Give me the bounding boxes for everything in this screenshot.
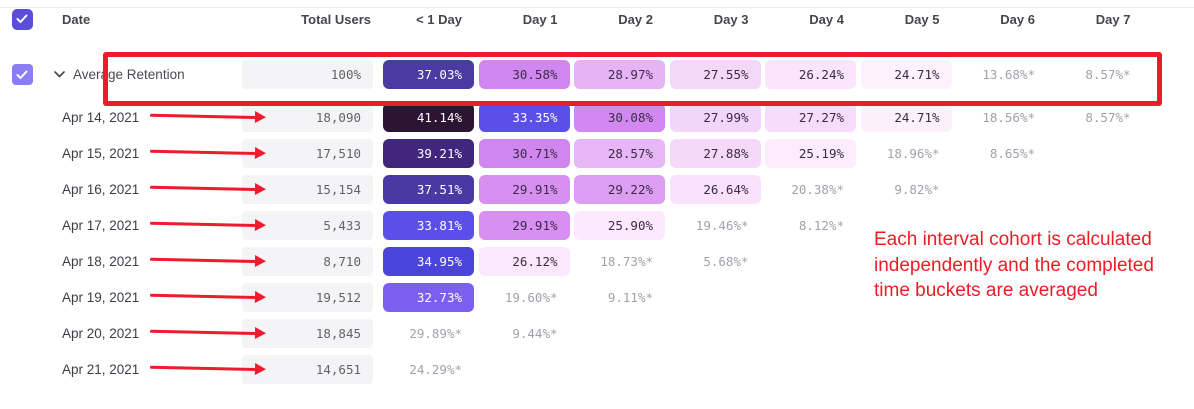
divider (0, 7, 1194, 8)
cohort-row[interactable]: Apr 14, 2021 18,090 41.14% 33.35% 30.08% 27.9… (0, 103, 1194, 132)
retention-cell[interactable]: 29.22% (574, 175, 665, 204)
column-header-date[interactable]: Date (62, 11, 91, 27)
average-retention-label: Average Retention (73, 67, 185, 82)
cohort-date: Apr 14, 2021 (62, 110, 140, 125)
retention-cell[interactable]: 18.56%* (982, 110, 1035, 125)
retention-cell[interactable]: 18.96%* (886, 146, 940, 161)
column-header-day-1[interactable]: Day 1 (522, 11, 558, 27)
retention-cell[interactable]: 28.57% (574, 139, 665, 168)
retention-cell[interactable]: 29.91% (478, 211, 570, 240)
retention-cell[interactable]: 29.89%* (409, 326, 462, 341)
cohort-date: Apr 17, 2021 (62, 218, 140, 233)
column-header-day-7[interactable]: Day 7 (1095, 11, 1131, 27)
retention-cell[interactable]: 30.58% (478, 60, 570, 89)
retention-cell[interactable]: 9.82%* (894, 182, 940, 197)
select-all-checkbox[interactable] (11, 8, 33, 30)
retention-cell[interactable]: 8.65%* (989, 146, 1035, 161)
cohort-row[interactable]: Apr 20, 2021 18,845 29.89%* 9.44%* (0, 319, 1194, 348)
column-header-day-5[interactable]: Day 5 (904, 11, 940, 27)
retention-cell[interactable]: 24.71% (860, 60, 952, 89)
retention-cell[interactable]: 28.97% (574, 60, 665, 89)
annotation-note: Each interval cohort is calculated indep… (874, 229, 1154, 301)
cohort-row[interactable]: Apr 17, 2021 5,433 33.81% 29.91% 25.90% 19.46… (0, 211, 1194, 240)
total-users-cell: 5,433 (242, 211, 373, 240)
retention-cell[interactable]: 33.81% (383, 211, 474, 240)
retention-cell[interactable]: 19.60%* (504, 290, 558, 305)
retention-cell[interactable]: 26.24% (765, 60, 856, 89)
column-header-day-2[interactable]: Day 2 (618, 11, 653, 27)
retention-cell[interactable]: 29.91% (478, 175, 570, 204)
cohort-row[interactable]: Apr 18, 2021 8,710 34.95% 26.12% 18.73%* 5.68… (0, 247, 1194, 276)
retention-cell[interactable]: 27.55% (669, 60, 761, 89)
column-header-day-6[interactable]: Day 6 (1000, 11, 1035, 27)
retention-cell[interactable]: 25.19% (765, 139, 856, 168)
retention-cell[interactable]: 32.73% (383, 283, 474, 312)
total-users-cell: 18,845 (242, 319, 373, 348)
retention-cell[interactable]: 39.21% (383, 139, 474, 168)
retention-cell[interactable]: 20.38%* (791, 182, 844, 197)
column-header-total-users[interactable]: Total Users (301, 11, 371, 27)
cohort-date: Apr 16, 2021 (62, 182, 140, 197)
retention-cell[interactable]: 19.46%* (695, 218, 749, 233)
retention-cell[interactable]: 8.57%* (1085, 67, 1131, 82)
cohort-date: Apr 20, 2021 (62, 326, 140, 341)
retention-cell[interactable]: 41.14% (383, 103, 474, 132)
average-retention-row[interactable]: Average Retention 100% 37.03% 30.58% 28.97… (0, 60, 1194, 89)
retention-cell[interactable]: 37.51% (383, 175, 474, 204)
total-users-cell: 14,651 (242, 355, 373, 384)
total-users-cell: 19,512 (242, 283, 373, 312)
retention-cell[interactable]: 34.95% (383, 247, 474, 276)
retention-cell[interactable]: 27.88% (669, 139, 761, 168)
column-header-day-3[interactable]: Day 3 (713, 11, 749, 27)
total-users-cell: 15,154 (242, 175, 373, 204)
cohort-row[interactable]: Apr 21, 2021 14,651 24.29%* (0, 355, 1194, 384)
column-header-day-4[interactable]: Day 4 (809, 11, 844, 27)
retention-cell[interactable]: 24.71% (860, 103, 952, 132)
retention-cell[interactable]: 24.29%* (409, 362, 462, 377)
table-header: Date Total Users < 1 Day Day 1 Day 2 Day… (0, 8, 1194, 30)
cohort-date: Apr 18, 2021 (62, 254, 140, 269)
cohort-rows: Apr 14, 2021 18,090 41.14% 33.35% 30.08% 27.9… (0, 103, 1194, 384)
retention-cell[interactable]: 27.27% (765, 103, 856, 132)
cohort-date: Apr 19, 2021 (62, 290, 140, 305)
retention-cell[interactable]: 9.44%* (512, 326, 558, 341)
cohort-date: Apr 15, 2021 (62, 146, 140, 161)
total-users-cell: 17,510 (242, 139, 373, 168)
retention-cell[interactable]: 33.35% (478, 103, 570, 132)
retention-cell[interactable]: 37.03% (383, 60, 474, 89)
retention-cell[interactable]: 27.99% (669, 103, 761, 132)
total-users-cell: 18,090 (242, 103, 373, 132)
retention-cell[interactable]: 30.71% (478, 139, 570, 168)
retention-cell[interactable]: 25.90% (574, 211, 665, 240)
retention-cell[interactable]: 8.12%* (798, 218, 844, 233)
row-checkbox[interactable] (11, 64, 33, 85)
retention-cell[interactable]: 26.64% (669, 175, 761, 204)
total-users-cell: 100% (242, 60, 373, 89)
check-icon (16, 70, 28, 79)
cohort-row[interactable]: Apr 16, 2021 15,154 37.51% 29.91% 29.22% 26.6… (0, 175, 1194, 204)
retention-cell[interactable]: 30.08% (574, 103, 665, 132)
cohort-date: Apr 21, 2021 (62, 362, 140, 377)
column-header-lt-1-day[interactable]: < 1 Day (416, 11, 462, 27)
retention-cell[interactable]: 13.68%* (982, 67, 1035, 82)
total-users-cell: 8,710 (242, 247, 373, 276)
retention-cell[interactable]: 18.73%* (600, 254, 653, 269)
retention-cell[interactable]: 5.68%* (703, 254, 749, 269)
cohort-row[interactable]: Apr 19, 2021 19,512 32.73% 19.60%* 9.11%* (0, 283, 1194, 312)
cohort-row[interactable]: Apr 15, 2021 17,510 39.21% 30.71% 28.57% 27.8… (0, 139, 1194, 168)
retention-cell[interactable]: 8.57%* (1085, 110, 1131, 125)
chevron-down-icon[interactable] (54, 71, 65, 78)
retention-cell[interactable]: 26.12% (478, 247, 570, 276)
check-icon (16, 14, 28, 23)
retention-cell[interactable]: 9.11%* (607, 290, 653, 305)
